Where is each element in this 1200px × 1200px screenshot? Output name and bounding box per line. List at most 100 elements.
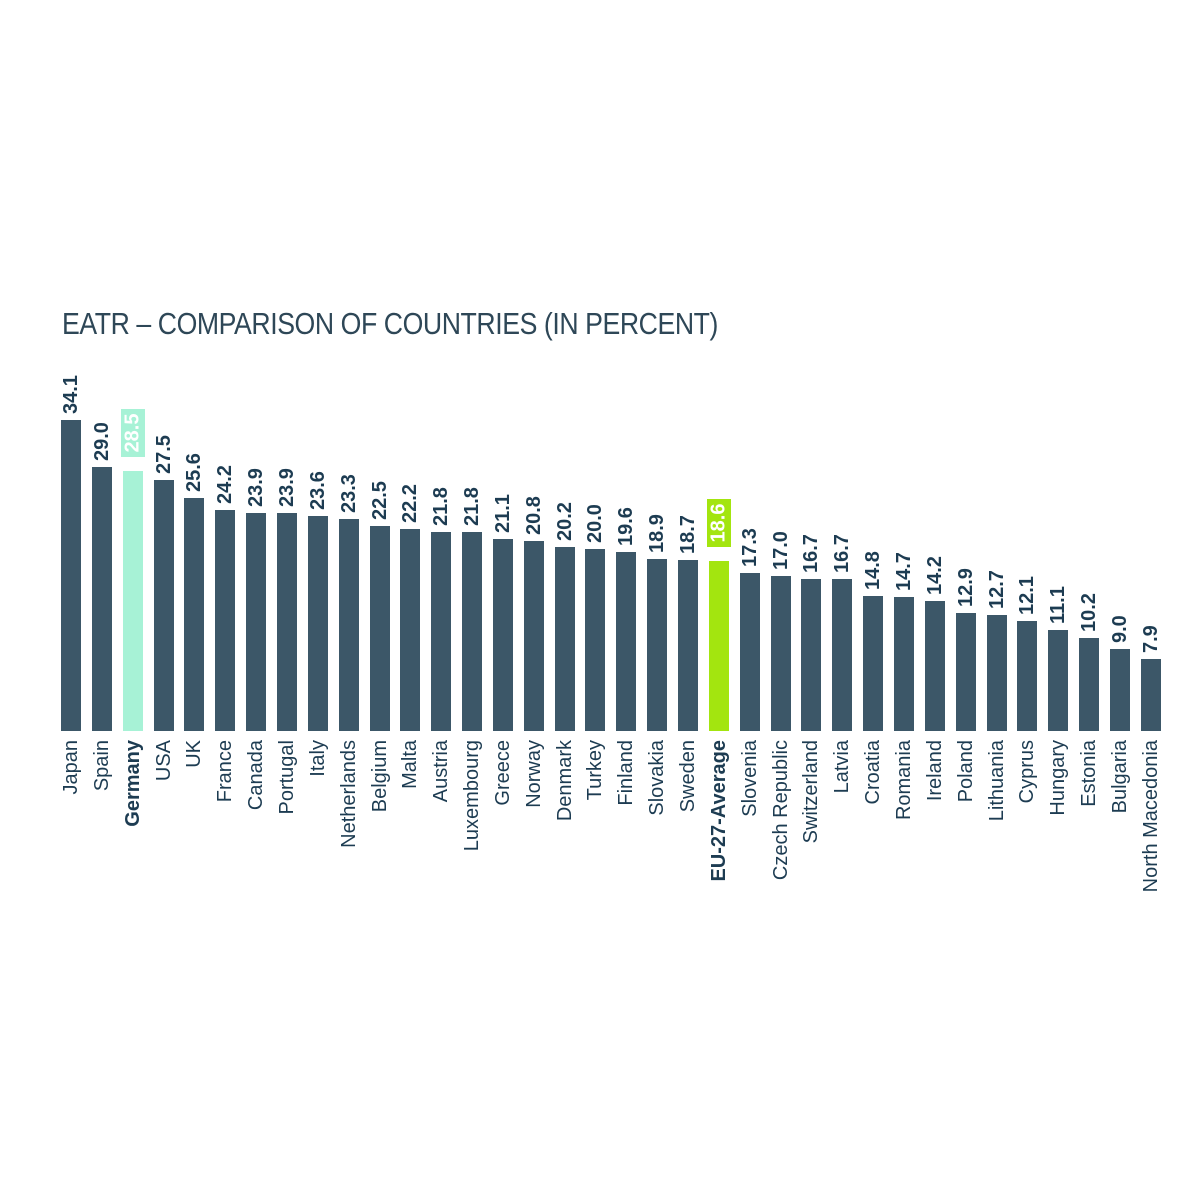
bar-value-label: 21.1 <box>491 493 514 533</box>
bar-category-label: Germany <box>121 740 144 827</box>
bar <box>184 497 205 731</box>
bar-value-label: 18.6 <box>707 503 730 543</box>
highlighted-value-box: 18.6 <box>706 499 731 548</box>
bar-category-label: Malta <box>399 740 422 789</box>
bar-category-label: Cyprus <box>1016 740 1039 804</box>
bar <box>678 560 698 731</box>
bar <box>955 613 976 731</box>
bar-category-label: Sweden <box>677 740 699 813</box>
bar <box>893 596 914 731</box>
bar-value-label: 14.2 <box>923 556 946 596</box>
bar-value-label: 10.2 <box>1078 593 1101 632</box>
bar <box>585 548 606 731</box>
bar <box>91 466 112 731</box>
bar-value-label: 18.7 <box>677 515 699 555</box>
bar <box>153 480 174 731</box>
bar-category-label: Estonia <box>1078 740 1101 807</box>
bar-highlighted <box>708 561 729 731</box>
bar-category-label: Belgium <box>368 740 391 813</box>
bar-category-label: Turkey <box>584 740 607 801</box>
bar-value-label: 23.9 <box>245 468 268 508</box>
bar <box>215 510 236 731</box>
bar <box>338 518 359 731</box>
bar <box>1048 629 1069 731</box>
bar <box>307 515 328 731</box>
bar-value-label: 20.2 <box>553 501 576 541</box>
bar-value-label: 11.1 <box>1047 585 1070 624</box>
bar-value-label: 21.8 <box>430 487 453 527</box>
bar-highlighted <box>122 471 143 731</box>
bar-value-label: 21.8 <box>461 487 484 527</box>
bar <box>647 558 668 731</box>
bar <box>739 573 760 731</box>
bar-category-label: EU-27-Average <box>707 740 730 882</box>
bar-value-label: 12.9 <box>954 568 977 608</box>
bar-category-label: Hungary <box>1047 740 1070 816</box>
bar <box>61 420 81 731</box>
bar-category-label: Norway <box>522 740 545 808</box>
bar-category-label: Croatia <box>862 740 885 805</box>
bar-value-label: 17.0 <box>769 531 792 570</box>
bar-value-label: 23.6 <box>306 470 329 510</box>
bar-value-label: 22.5 <box>368 480 391 520</box>
bar-category-label: Switzerland <box>800 740 823 844</box>
bar <box>986 615 1007 731</box>
bar-category-label: Ireland <box>923 740 946 802</box>
bar <box>431 532 452 731</box>
bar <box>863 596 884 731</box>
bar-value-label: 17.3 <box>738 528 761 568</box>
bar <box>400 528 421 731</box>
bar-value-label: 27.5 <box>152 435 175 475</box>
bar <box>369 525 390 731</box>
bar-value-label: 12.1 <box>1016 575 1039 615</box>
bar-category-label: Czech Republic <box>769 740 792 881</box>
bar-category-label: Canada <box>245 740 268 811</box>
bar <box>616 552 637 731</box>
bar-value-label: 34.1 <box>60 375 82 414</box>
bar-value-label: 24.2 <box>214 465 237 505</box>
bar <box>770 575 791 731</box>
bar-category-label: Portugal <box>275 740 298 815</box>
bar <box>1079 637 1100 731</box>
bar-value-label: 16.7 <box>800 533 823 573</box>
bar <box>523 541 544 731</box>
bar <box>832 578 853 731</box>
bar <box>246 513 267 731</box>
highlighted-value-box: 28.5 <box>120 409 145 458</box>
bar-value-label: 9.0 <box>1108 615 1131 643</box>
bar-category-label: Bulgaria <box>1108 740 1131 814</box>
bar <box>924 601 945 731</box>
bar-category-label: Slovenia <box>738 740 761 817</box>
bar-value-label: 19.6 <box>615 507 638 547</box>
bar-category-label: Italy <box>306 740 329 777</box>
bar <box>1140 658 1161 731</box>
bar <box>1017 620 1038 731</box>
bar-value-label: 22.2 <box>399 483 422 523</box>
bar <box>276 513 297 731</box>
bar-value-label: 20.8 <box>522 496 545 536</box>
bar-category-label: Austria <box>430 740 453 803</box>
bar-value-label: 28.5 <box>121 413 144 453</box>
bar-category-label: Romania <box>892 740 915 821</box>
bar-value-label: 14.8 <box>862 551 885 591</box>
bar-category-label: Finland <box>615 740 638 806</box>
bar-category-label: Lithuania <box>985 740 1008 822</box>
bar-value-label: 23.9 <box>275 468 298 508</box>
bar-value-label: 25.6 <box>183 452 206 492</box>
bar-value-label: 7.9 <box>1139 625 1162 653</box>
bar <box>801 578 822 731</box>
bar-value-label: 20.0 <box>584 503 607 543</box>
bar-category-label: Spain <box>90 740 113 792</box>
bar <box>554 546 575 731</box>
bar-category-label: Greece <box>491 740 514 806</box>
bar-category-label: North Macedonia <box>1139 740 1162 893</box>
bar <box>462 532 483 731</box>
bar-category-label: Latvia <box>831 740 854 794</box>
bar-category-label: Japan <box>60 740 82 795</box>
bar-category-label: UK <box>183 740 206 768</box>
bar-value-label: 14.7 <box>892 551 915 591</box>
bar-value-label: 18.9 <box>646 513 669 553</box>
